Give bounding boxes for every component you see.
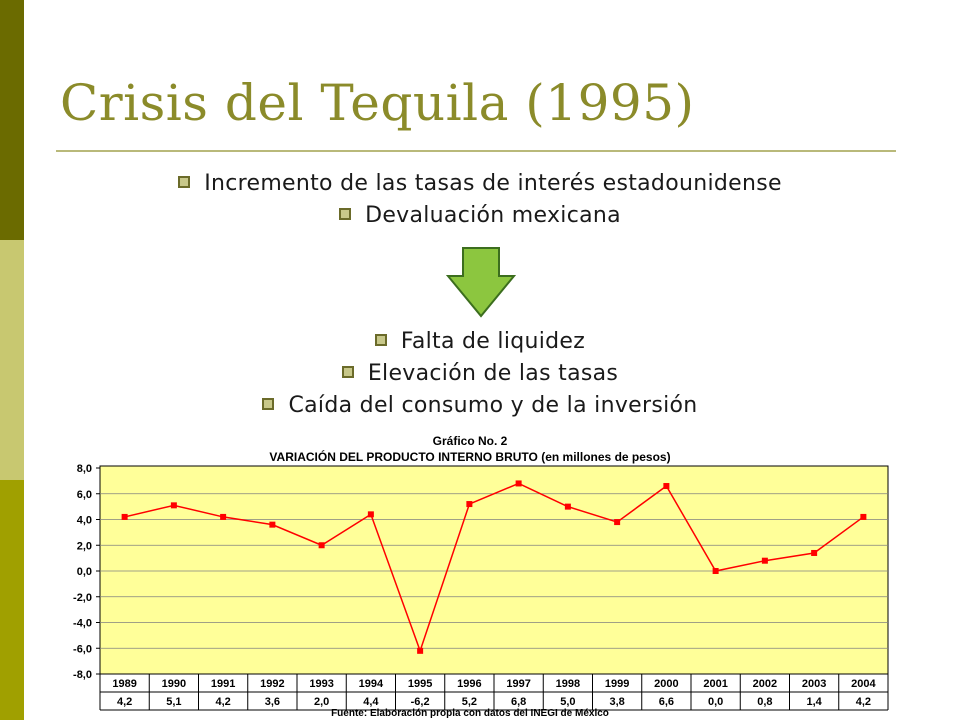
bullet-text: Elevación de las tasas <box>367 361 619 386</box>
square-bullet-icon <box>339 208 352 220</box>
y-tick-label: -4,0 <box>73 618 92 630</box>
data-value-label: 4,4 <box>363 696 379 708</box>
x-category-label: 1999 <box>605 678 629 690</box>
chart-subtitle: VARIACIÓN DEL PRODUCTO INTERNO BRUTO (en… <box>269 449 670 464</box>
data-value-label: 2,0 <box>314 696 329 708</box>
plot-area <box>99 465 889 675</box>
data-value-label: 4,2 <box>215 696 230 708</box>
data-point <box>466 501 473 508</box>
data-point <box>761 557 768 564</box>
y-tick-label: -6,0 <box>73 643 92 655</box>
bullet-text: Falta de liquidez <box>400 329 586 354</box>
bullet-item: Elevación de las tasas <box>0 358 960 390</box>
bullet-item: Devaluación mexicana <box>0 200 960 232</box>
data-point <box>121 513 128 520</box>
y-tick-label: 4,0 <box>77 515 92 527</box>
data-point <box>318 542 325 549</box>
bullet-item: Falta de liquidez <box>0 326 960 358</box>
x-category-label: 1989 <box>112 678 136 690</box>
chart-title: Gráfico No. 2 <box>433 434 508 448</box>
bottom-bullet-list: Falta de liquidez Elevación de las tasas… <box>0 326 960 422</box>
data-value-label: 3,8 <box>609 696 624 708</box>
x-category-label: 2001 <box>703 678 727 690</box>
side-strip-top <box>0 0 24 240</box>
x-category-label: 1994 <box>359 678 384 690</box>
data-value-label: 4,2 <box>117 696 132 708</box>
square-bullet-icon <box>374 334 387 346</box>
slide-title: Crisis del Tequila (1995) <box>60 74 695 132</box>
y-tick-label: 6,0 <box>77 489 92 501</box>
x-category-label: 1998 <box>556 678 580 690</box>
square-bullet-icon <box>178 176 191 188</box>
data-value-label: 5,0 <box>560 696 575 708</box>
data-point <box>269 521 276 528</box>
x-category-label: 1992 <box>260 678 284 690</box>
y-tick-label: 0,0 <box>77 566 92 578</box>
bullet-text: Caída del consumo y de la inversión <box>288 393 698 418</box>
x-category-label: 1993 <box>309 678 333 690</box>
x-category-label: 1991 <box>211 678 235 690</box>
data-point <box>811 549 818 556</box>
data-value-label: 4,2 <box>856 696 871 708</box>
chart-source: Fuente: Elaboración propia con datos del… <box>331 708 609 719</box>
data-point <box>614 519 621 526</box>
bullet-item: Incremento de las tasas de interés estad… <box>0 168 960 200</box>
y-tick-label: -2,0 <box>73 592 92 604</box>
x-category-label: 1996 <box>457 678 481 690</box>
side-strip-middle <box>0 240 24 480</box>
series-line <box>124 482 864 654</box>
data-point <box>712 568 719 574</box>
data-point <box>564 503 571 510</box>
x-category-label: 1995 <box>408 678 432 690</box>
data-value-label: 3,6 <box>265 696 280 708</box>
x-category-label: 2000 <box>654 678 678 690</box>
x-category-label: 1997 <box>506 678 530 690</box>
down-arrow-icon <box>446 247 516 318</box>
side-strip-bottom <box>0 480 24 720</box>
data-point <box>220 513 227 520</box>
top-bullet-list: Incremento de las tasas de interés estad… <box>0 168 960 232</box>
data-point <box>860 513 867 520</box>
title-divider <box>56 150 896 152</box>
data-point <box>170 502 177 509</box>
gdp-line-chart: Gráfico No. 2 VARIACIÓN DEL PRODUCTO INT… <box>73 434 889 719</box>
data-point <box>417 647 424 654</box>
data-value-label: 0,0 <box>708 696 723 708</box>
bullet-text: Devaluación mexicana <box>365 203 621 228</box>
y-tick-label: 8,0 <box>77 463 92 475</box>
x-category-label: 2002 <box>753 678 777 690</box>
data-point <box>515 480 522 487</box>
bullet-text: Incremento de las tasas de interés estad… <box>204 171 782 196</box>
data-value-label: -6,2 <box>411 696 430 708</box>
y-tick-label: -8,0 <box>73 669 92 681</box>
bullet-item: Caída del consumo y de la inversión <box>0 390 960 422</box>
data-value-label: 1,4 <box>806 696 822 708</box>
y-tick-label: 2,0 <box>77 540 92 552</box>
square-bullet-icon <box>262 398 275 410</box>
x-category-label: 2003 <box>802 678 826 690</box>
data-point <box>367 511 374 518</box>
data-value-label: 5,2 <box>462 696 477 708</box>
data-value-label: 6,6 <box>659 696 674 708</box>
x-category-label: 2004 <box>851 678 876 690</box>
x-category-label: 1990 <box>162 678 186 690</box>
data-value-label: 6,8 <box>511 696 526 708</box>
data-value-label: 5,1 <box>166 696 181 708</box>
square-bullet-icon <box>341 366 354 378</box>
data-value-label: 0,8 <box>757 696 772 708</box>
data-point <box>663 483 670 490</box>
